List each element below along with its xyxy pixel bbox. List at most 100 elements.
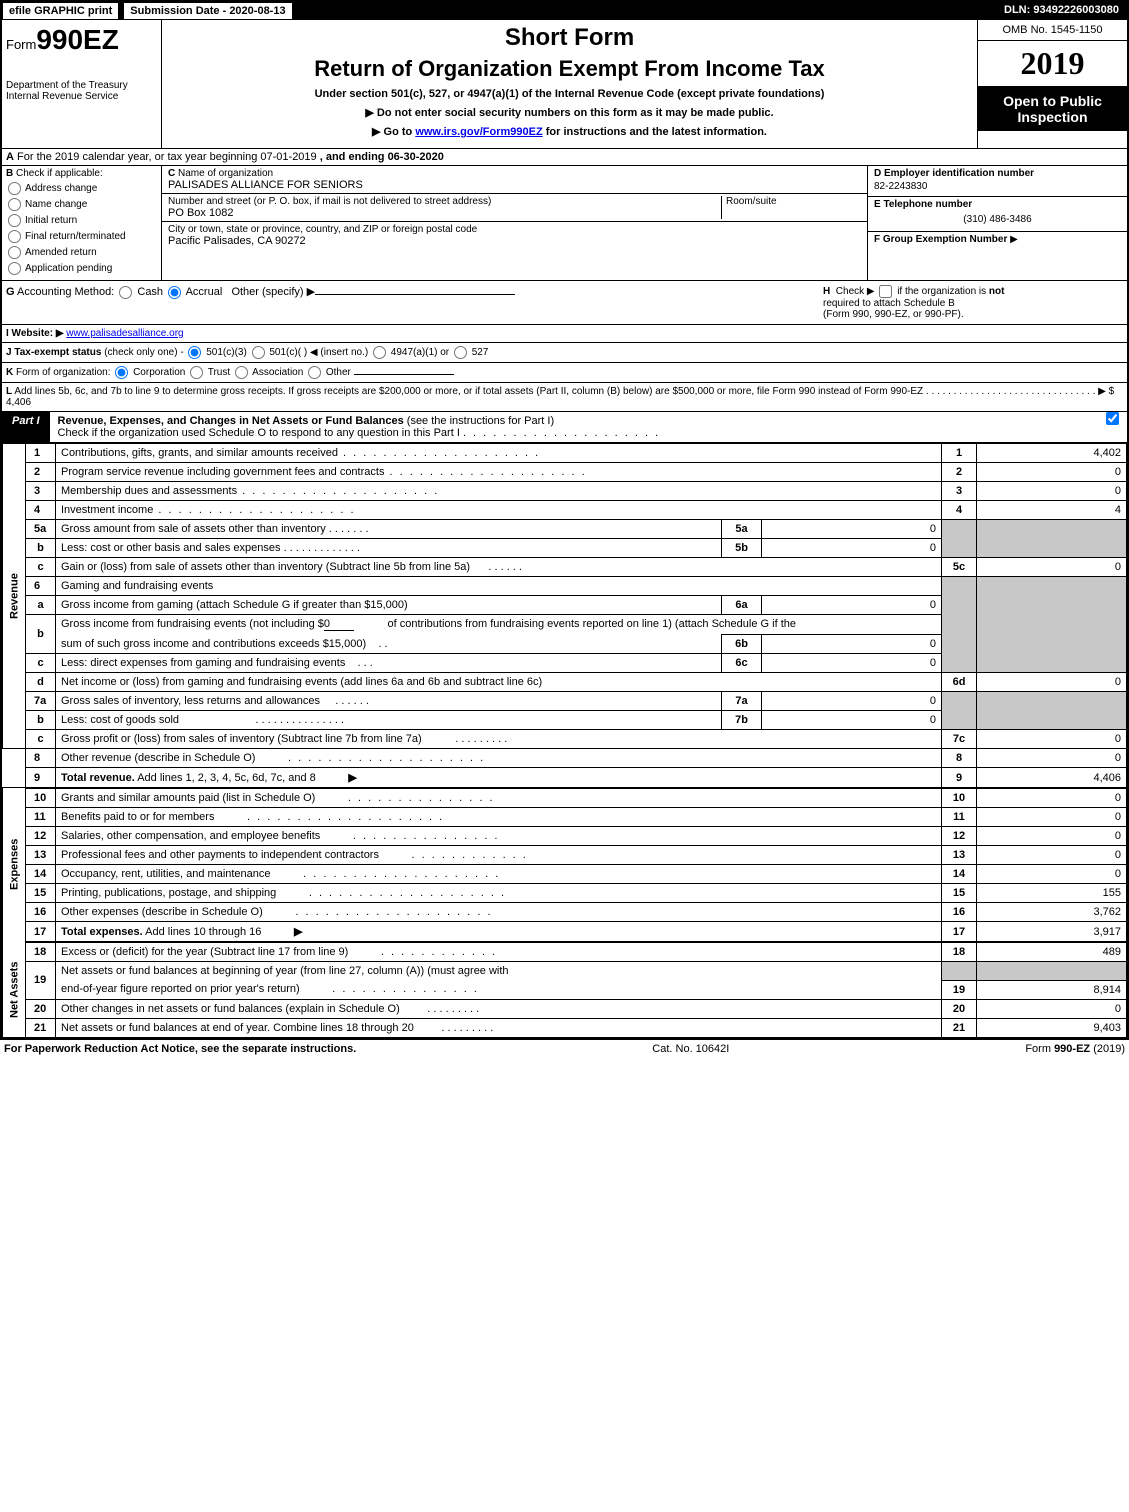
section-l: L Add lines 5b, 6c, and 7b to line 9 to … xyxy=(2,383,1127,412)
row-21-fn: 21 xyxy=(942,1018,977,1037)
open-to-public: Open to Public Inspection xyxy=(978,87,1127,131)
row-4-fv: 4 xyxy=(977,501,1127,520)
row-9-fn: 9 xyxy=(942,768,977,789)
accounting-accrual[interactable] xyxy=(168,286,181,299)
footer-left: For Paperwork Reduction Act Notice, see … xyxy=(4,1043,356,1055)
row-6c-desc: Less: direct expenses from gaming and fu… xyxy=(56,654,722,673)
org-corporation[interactable] xyxy=(115,366,128,379)
top-bar: efile GRAPHIC print Submission Date - 20… xyxy=(2,2,1127,20)
grey-cell xyxy=(942,962,977,981)
row-16-desc: Other expenses (describe in Schedule O) xyxy=(56,903,942,922)
section-a: A For the 2019 calendar year, or tax yea… xyxy=(2,149,1127,166)
status-4947[interactable] xyxy=(373,346,386,359)
row-12-fn: 12 xyxy=(942,827,977,846)
grey-cell xyxy=(977,962,1127,981)
website-link[interactable]: www.palisadesalliance.org xyxy=(66,328,183,339)
section-e: E Telephone number (310) 486-3486 xyxy=(868,197,1127,232)
dln-number: DLN: 93492226003080 xyxy=(996,2,1127,20)
check-address-change[interactable] xyxy=(8,182,21,195)
row-5a-sv: 0 xyxy=(762,520,942,539)
row-7c-fv: 0 xyxy=(977,730,1127,749)
row-20-fn: 20 xyxy=(942,999,977,1018)
efile-print-button[interactable]: efile GRAPHIC print xyxy=(2,2,119,20)
check-name-change[interactable] xyxy=(8,198,21,211)
row-16-num: 16 xyxy=(26,903,56,922)
section-d: D Employer identification number 82-2243… xyxy=(868,166,1127,197)
irs-link[interactable]: www.irs.gov/Form990EZ xyxy=(415,126,542,138)
org-trust[interactable] xyxy=(190,366,203,379)
grey-cell xyxy=(942,577,977,673)
accounting-cash[interactable] xyxy=(119,286,132,299)
row-6b-sv: 0 xyxy=(762,635,942,654)
room-suite-label: Room/suite xyxy=(721,196,861,219)
row-5c-fv: 0 xyxy=(977,558,1127,577)
row-15-fn: 15 xyxy=(942,884,977,903)
status-527[interactable] xyxy=(454,346,467,359)
row-8-fn: 8 xyxy=(942,749,977,768)
part-1-label: Part I xyxy=(2,412,50,442)
row-2-num: 2 xyxy=(26,463,56,482)
row-19-fv: 8,914 xyxy=(977,980,1127,999)
row-8-desc: Other revenue (describe in Schedule O) xyxy=(56,749,942,768)
section-gh: G Accounting Method: Cash Accrual Other … xyxy=(2,281,1127,325)
status-501c3[interactable] xyxy=(188,346,201,359)
check-amended-return[interactable] xyxy=(8,246,21,259)
row-21-fv: 9,403 xyxy=(977,1018,1127,1037)
grey-cell xyxy=(977,520,1127,558)
check-application-pending[interactable] xyxy=(8,262,21,275)
row-17-fv: 3,917 xyxy=(977,922,1127,943)
tax-year: 2019 xyxy=(978,41,1127,87)
short-form-title: Short Form xyxy=(172,24,967,52)
net-assets-side-label: Net Assets xyxy=(3,942,26,1037)
row-5a-sn: 5a xyxy=(722,520,762,539)
row-2-fn: 2 xyxy=(942,463,977,482)
row-10-num: 10 xyxy=(26,788,56,808)
row-13-fn: 13 xyxy=(942,846,977,865)
row-1-desc: Contributions, gifts, grants, and simila… xyxy=(56,444,942,463)
row-13-num: 13 xyxy=(26,846,56,865)
status-501c[interactable] xyxy=(252,346,265,359)
section-h: H Check ▶ if the organization is not req… xyxy=(823,285,1123,320)
row-15-desc: Printing, publications, postage, and shi… xyxy=(56,884,942,903)
instruction-2: ▶ Go to www.irs.gov/Form990EZ for instru… xyxy=(172,125,967,138)
row-7c-fn: 7c xyxy=(942,730,977,749)
row-12-num: 12 xyxy=(26,827,56,846)
omb-number: OMB No. 1545-1150 xyxy=(978,20,1127,41)
part1-schedule-o-check[interactable] xyxy=(1106,412,1119,425)
row-6b-num: b xyxy=(26,615,56,654)
row-6b-desc: Gross income from fundraising events (no… xyxy=(56,615,942,635)
check-final-return[interactable] xyxy=(8,230,21,243)
row-5b-num: b xyxy=(26,539,56,558)
row-8-num: 8 xyxy=(26,749,56,768)
row-12-desc: Salaries, other compensation, and employ… xyxy=(56,827,942,846)
row-1-fn: 1 xyxy=(942,444,977,463)
org-association[interactable] xyxy=(235,366,248,379)
row-6a-sv: 0 xyxy=(762,596,942,615)
section-f: F Group Exemption Number ▶ xyxy=(868,232,1127,280)
row-7c-num: c xyxy=(26,730,56,749)
expenses-side-label: Expenses xyxy=(3,788,26,942)
row-11-fn: 11 xyxy=(942,808,977,827)
grey-cell xyxy=(977,577,1127,673)
org-other[interactable] xyxy=(308,366,321,379)
row-13-fv: 0 xyxy=(977,846,1127,865)
row-18-fn: 18 xyxy=(942,942,977,962)
row-6b-sn: 6b xyxy=(722,635,762,654)
row-3-num: 3 xyxy=(26,482,56,501)
check-initial-return[interactable] xyxy=(8,214,21,227)
row-15-fv: 155 xyxy=(977,884,1127,903)
row-15-num: 15 xyxy=(26,884,56,903)
row-10-desc: Grants and similar amounts paid (list in… xyxy=(56,788,942,808)
row-20-desc: Other changes in net assets or fund bala… xyxy=(56,999,942,1018)
row-7a-sn: 7a xyxy=(722,692,762,711)
row-6c-sv: 0 xyxy=(762,654,942,673)
row-8-fv: 0 xyxy=(977,749,1127,768)
row-14-fv: 0 xyxy=(977,865,1127,884)
revenue-side-label: Revenue xyxy=(3,444,26,749)
row-7b-desc: Less: cost of goods sold . . . . . . . .… xyxy=(56,711,722,730)
row-10-fv: 0 xyxy=(977,788,1127,808)
row-1-num: 1 xyxy=(26,444,56,463)
row-21-desc: Net assets or fund balances at end of ye… xyxy=(56,1018,942,1037)
row-6d-fn: 6d xyxy=(942,673,977,692)
check-schedule-b[interactable] xyxy=(879,285,892,298)
